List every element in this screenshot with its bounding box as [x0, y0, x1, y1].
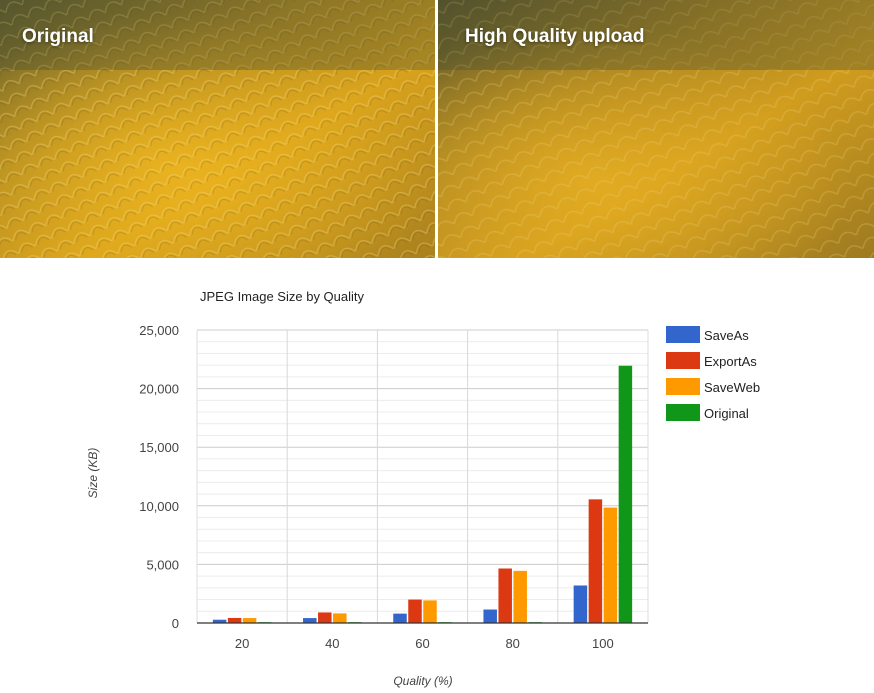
y-tick-label: 15,000 [139, 440, 179, 455]
bar-original-100 [618, 365, 633, 623]
bar-exportas-40 [318, 612, 332, 623]
bar-saveas-60 [393, 613, 407, 623]
legend-label-original: Original [704, 406, 749, 421]
legend-swatch-saveas [666, 326, 700, 343]
legend: SaveAs ExportAs SaveWeb Original [666, 326, 760, 421]
bar-saveas-20 [212, 619, 227, 623]
jpeg-size-chart: JPEG Image Size by Quality 0 5,000 10,000 1… [86, 289, 760, 688]
y-tick-label: 25,000 [139, 323, 179, 338]
y-tick-label: 20,000 [139, 382, 179, 397]
x-tick-label: 100 [592, 636, 614, 651]
legend-label-exportas: ExportAs [704, 354, 757, 369]
bar-saveas-80 [483, 609, 497, 623]
bar-exportas-100 [588, 499, 603, 623]
bar-saveweb-20 [242, 618, 257, 623]
y-tick-label: 0 [172, 616, 179, 631]
legend-label-saveweb: SaveWeb [704, 380, 760, 395]
y-tick-label: 5,000 [146, 557, 179, 572]
legend-label-saveas: SaveAs [704, 328, 749, 343]
photo-high-quality: High Quality upload [438, 0, 874, 258]
chart-title: JPEG Image Size by Quality [200, 289, 365, 304]
x-tick-label: 80 [505, 636, 519, 651]
bar-saveweb-40 [333, 613, 347, 623]
photo-original: Original [0, 0, 435, 258]
feather-photo-original [0, 0, 435, 258]
grid-layer [196, 329, 649, 623]
legend-swatch-saveweb [666, 378, 700, 395]
bar-saveweb-80 [513, 570, 527, 623]
bar-exportas-60 [408, 599, 422, 623]
bars [212, 365, 633, 623]
photo-divider [435, 0, 438, 258]
bar-saveas-40 [303, 618, 317, 623]
x-tick-label: 40 [325, 636, 339, 651]
y-tick-label: 10,000 [139, 499, 179, 514]
bar-saveweb-60 [423, 600, 437, 623]
x-tick-label: 20 [235, 636, 249, 651]
x-ticks: 20 40 60 80 100 [235, 636, 614, 651]
high-quality-label: High Quality upload [465, 26, 645, 47]
y-axis-title: Size (KB) [86, 448, 100, 499]
bar-exportas-80 [498, 568, 512, 623]
bar-exportas-20 [227, 617, 242, 623]
x-axis-title: Quality (%) [393, 674, 452, 688]
bar-saveas-100 [573, 585, 588, 623]
x-tick-label: 60 [415, 636, 429, 651]
bar-saveweb-100 [603, 507, 618, 623]
y-ticks: 0 5,000 10,000 15,000 20,000 25,000 [139, 323, 179, 631]
legend-swatch-exportas [666, 352, 700, 369]
original-label: Original [22, 26, 94, 47]
legend-swatch-original [666, 404, 700, 421]
feather-photo-high-quality [438, 0, 874, 258]
